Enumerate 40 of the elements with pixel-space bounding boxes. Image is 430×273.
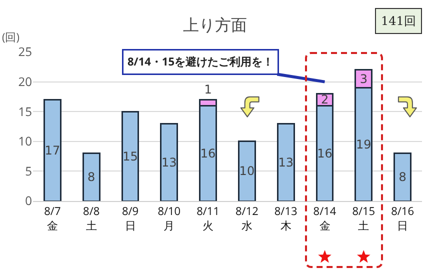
bar	[238, 140, 256, 201]
bar	[160, 122, 178, 201]
x-tick-label: 8/14 金	[313, 204, 337, 234]
data-label: 2	[320, 92, 329, 107]
data-label: 10	[239, 164, 255, 178]
annotation: 8/14・15を避けたご利用を！	[128, 54, 274, 70]
x-tick-label: 8/11 火	[196, 204, 220, 234]
data-label: 8	[88, 170, 96, 184]
data-label: 17	[44, 143, 60, 158]
bar	[394, 152, 412, 201]
y-tick-label: 25	[18, 43, 32, 60]
y-axis-title: (回)	[2, 30, 20, 45]
y-tick-label: 20	[18, 73, 32, 90]
x-tick-label: 8/13 木	[274, 204, 298, 234]
y-tick-label: 0	[25, 192, 32, 210]
x-tick-label: 8/8 土	[83, 204, 100, 234]
chart-title: 上り方面	[183, 13, 247, 36]
x-tick-label: 8/10 月	[158, 204, 181, 234]
x-tick-label: 8/9 日	[122, 204, 139, 234]
y-tick-label: 5	[25, 162, 32, 180]
y-tick-label: 10	[18, 132, 32, 150]
x-tick-label: 8/16 日	[391, 204, 414, 234]
data-label: 19	[356, 137, 372, 152]
data-label: 8	[398, 170, 406, 184]
data-label: 13	[162, 155, 177, 170]
data-label: 1	[204, 82, 212, 97]
text: 141回	[381, 14, 416, 28]
bar	[82, 152, 100, 201]
data-label: 15	[122, 149, 138, 164]
x-tick-label: 8/15 土	[352, 204, 376, 234]
x-tick-label: 8/12 水	[235, 204, 258, 234]
bar	[121, 110, 140, 201]
y-tick-label: 15	[18, 102, 32, 120]
data-label: 16	[317, 146, 332, 160]
data-label: 16	[200, 146, 216, 160]
data-label: 3	[360, 72, 368, 86]
bar	[44, 98, 62, 201]
bar	[276, 122, 295, 201]
x-tick-label: 8/7 金	[44, 204, 61, 234]
data-label: 13	[278, 155, 294, 170]
